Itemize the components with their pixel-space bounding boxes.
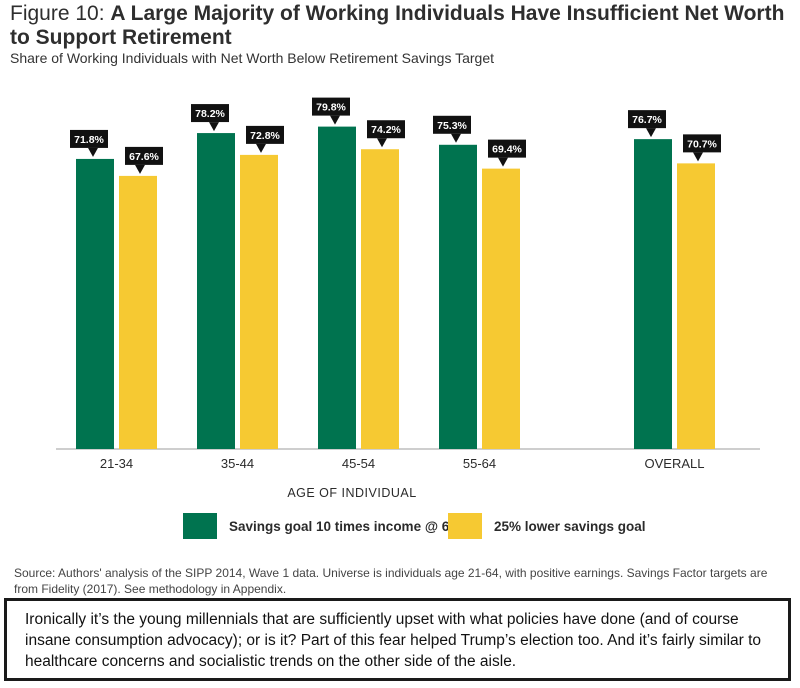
data-label-box [70, 129, 108, 148]
bar-yellow-35-44 [240, 154, 278, 449]
data-label-pointer [646, 128, 656, 138]
bar-chart: 71.8% 67.6% 21-34 78.2% 72.8% 35-44 79.8% 74.2%… [56, 97, 760, 500]
x-axis-title: AGE OF INDIVIDUAL [287, 486, 416, 500]
data-label: 76.7% [632, 114, 662, 126]
chart-subtitle: Share of Working Individuals with Net Wo… [10, 50, 495, 66]
data-label: 79.8% [316, 102, 346, 114]
bar-yellow-45-54 [361, 149, 399, 449]
x-tick-label: OVERALL [645, 456, 705, 471]
bar-yellow-21-34 [119, 175, 157, 449]
data-label: 74.2% [371, 124, 401, 136]
bar-yellow-55-64 [482, 168, 520, 449]
bar-green-55-64 [439, 144, 477, 449]
comment-text: Ironically it’s the young millennials th… [25, 611, 762, 670]
data-label-box [125, 146, 163, 165]
data-label-box [367, 120, 405, 139]
data-label: 75.3% [437, 120, 467, 132]
data-label: 67.6% [129, 151, 159, 163]
data-label-box [683, 134, 721, 153]
data-label-box [628, 110, 666, 129]
figure-label: Figure 10: [10, 2, 105, 25]
data-label-box [246, 125, 284, 144]
legend-label-series-2: 25% lower savings goal [494, 518, 646, 534]
data-label-pointer [693, 152, 703, 162]
data-label-box [488, 139, 526, 158]
data-label-pointer [451, 133, 461, 143]
x-tick-label: 45-54 [342, 456, 375, 471]
bar-yellow-overall [677, 163, 715, 449]
data-label: 69.4% [492, 144, 522, 156]
bar-green-overall [634, 139, 672, 449]
data-label-pointer [498, 157, 508, 167]
legend-swatch-yellow [448, 513, 482, 539]
chart-title: Figure 10: A Large Majority of Working I… [10, 2, 790, 50]
data-label-box [312, 97, 350, 116]
data-label: 72.8% [250, 130, 280, 142]
bar-green-45-54 [318, 126, 356, 449]
x-tick-label: 55-64 [463, 456, 496, 471]
legend-item-series-1: Savings goal 10 times income @ 67 [183, 513, 457, 539]
data-label-pointer [377, 138, 387, 148]
data-label: 70.7% [687, 138, 717, 150]
data-label: 78.2% [195, 108, 225, 120]
comment-box: Ironically it’s the young millennials th… [4, 598, 791, 681]
data-label-box [433, 115, 471, 134]
figure-title: A Large Majority of Working Individuals … [10, 2, 785, 49]
data-label-pointer [256, 143, 266, 153]
x-tick-label: 21-34 [100, 456, 133, 471]
legend-swatch-green [183, 513, 217, 539]
data-label-pointer [330, 115, 340, 125]
data-label-pointer [209, 122, 219, 132]
bar-green-21-34 [76, 158, 114, 450]
bar-green-35-44 [197, 133, 235, 449]
data-label-pointer [88, 147, 98, 157]
x-tick-label: 35-44 [221, 456, 254, 471]
legend-item-series-2: 25% lower savings goal [448, 513, 646, 539]
legend-label-series-1: Savings goal 10 times income @ 67 [229, 518, 457, 534]
data-label: 71.8% [74, 134, 104, 146]
source-note: Source: Authors' analysis of the SIPP 20… [14, 566, 768, 596]
data-label-pointer [135, 164, 145, 174]
data-label-box [191, 104, 229, 123]
